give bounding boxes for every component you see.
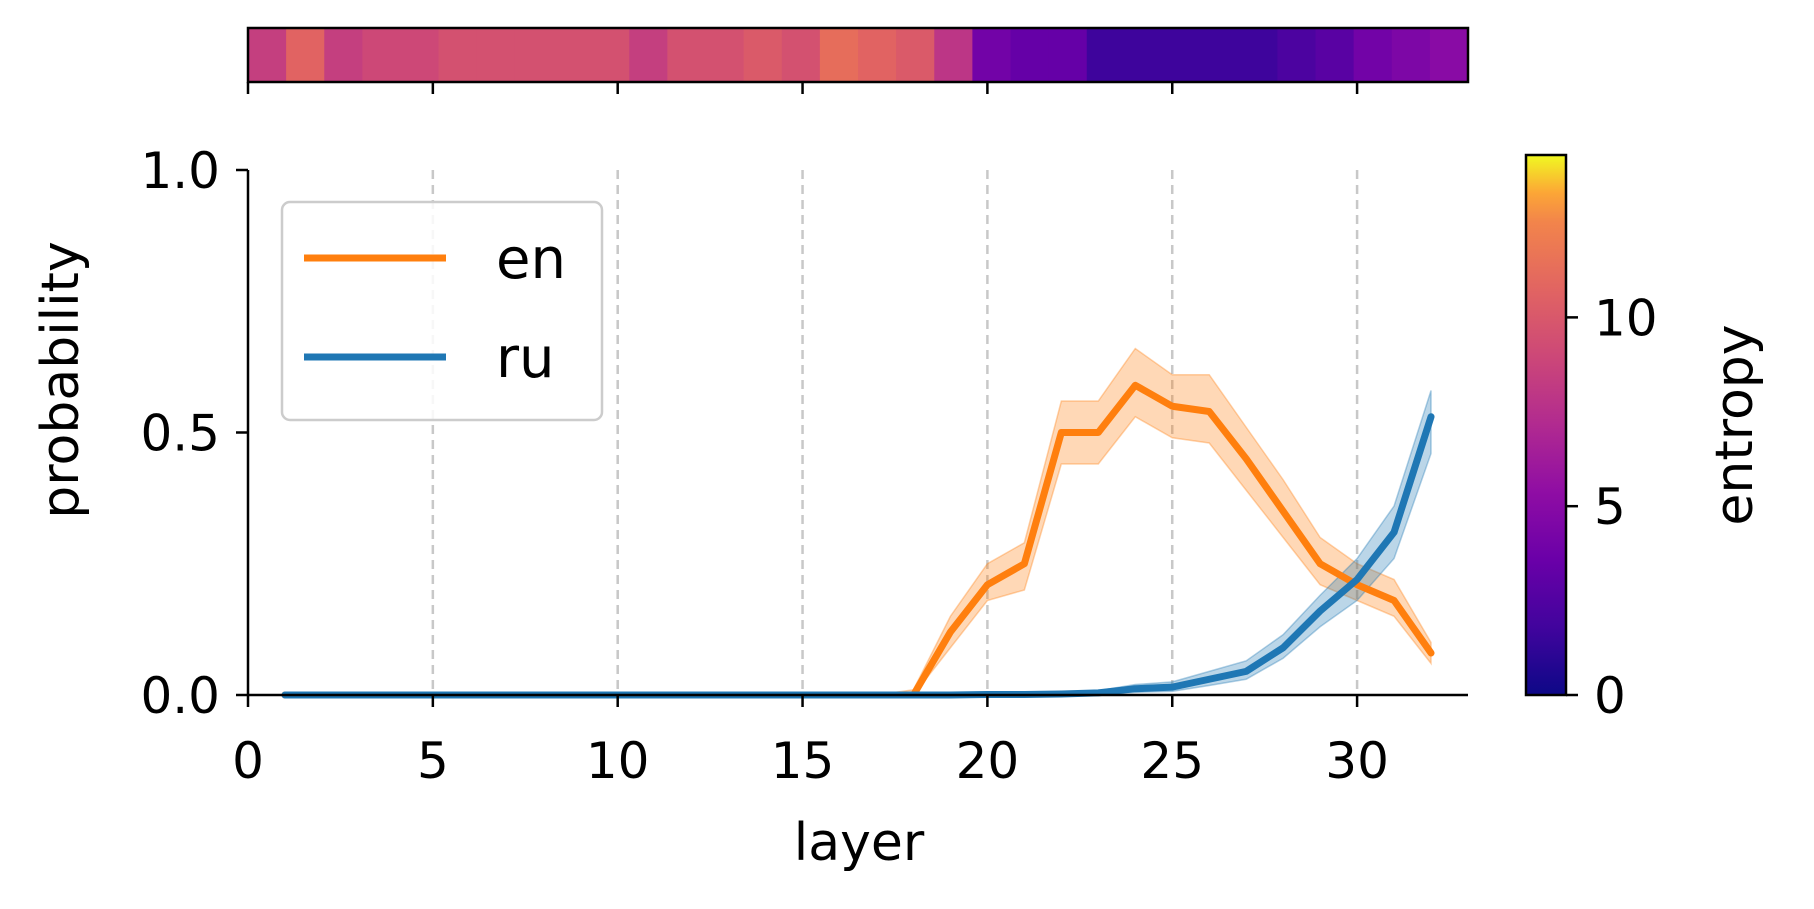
entropy-cell-layer-29 [1315, 28, 1355, 82]
entropy-cell-layer-14 [743, 28, 783, 82]
x-tick-label: 20 [956, 732, 1020, 790]
entropy-cell-layer-12 [667, 28, 707, 82]
entropy-cell-layer-27 [1239, 28, 1278, 82]
x-tick-label: 25 [1140, 732, 1204, 790]
x-tick-label: 10 [586, 732, 650, 790]
colorbar-label: entropy [1705, 324, 1765, 525]
entropy-cell-layer-19 [934, 28, 973, 82]
colorbar-gradient [1524, 153, 1568, 697]
band-ru [284, 390, 1432, 696]
x-tick-label: 30 [1325, 732, 1389, 790]
entropy-cell-layer-16 [819, 28, 859, 82]
entropy-cell-layer-2 [286, 28, 325, 82]
entropy-cell-layer-21 [1010, 28, 1050, 82]
entropy-cell-layer-18 [896, 28, 935, 82]
x-tick-label: 5 [417, 732, 449, 790]
entropy-cell-layer-5 [400, 28, 440, 82]
entropy-cell-layer-7 [476, 28, 516, 82]
entropy-cell-layer-20 [972, 28, 1012, 82]
entropy-cell-layer-11 [629, 28, 668, 82]
line-en [281, 381, 1435, 699]
entropy-cell-layer-24 [1124, 28, 1164, 82]
entropy-cell-layer-6 [438, 28, 478, 82]
y-tick-label: 1.0 [140, 142, 220, 200]
entropy-cell-layer-3 [324, 28, 363, 82]
entropy-cell-layer-10 [591, 28, 630, 82]
colorbar-tick-label: 0 [1594, 667, 1626, 725]
colorbar-ticks: 0 5 10 [1566, 289, 1658, 725]
legend: en ru [280, 200, 604, 422]
y-axis-label: probability [31, 241, 91, 518]
entropy-cell-layer-23 [1086, 28, 1126, 82]
colorbar-tick-label: 5 [1594, 478, 1626, 536]
x-axis-label: layer [794, 813, 925, 873]
axes: 0 5 10 15 20 25 30 0.0 0.5 1.0 [140, 142, 1468, 790]
entropy-cell-layer-26 [1201, 28, 1240, 82]
y-tick-label: 0.0 [140, 667, 220, 725]
legend-label-ru: ru [496, 326, 555, 391]
entropy-cell-layer-1 [248, 28, 287, 82]
series-lines [281, 381, 1435, 699]
colorbar-tick-label: 10 [1594, 289, 1658, 347]
entropy-cell-layer-15 [781, 28, 821, 82]
entropy-cell-layer-31 [1391, 28, 1431, 82]
entropy-cell-layer-13 [705, 28, 745, 82]
entropy-cell-layer-9 [553, 28, 592, 82]
colorbar: 0 5 10 entropy [1524, 153, 1765, 725]
grid-lines [431, 170, 1359, 695]
entropy-cell-layer-8 [514, 28, 554, 82]
entropy-cell-layer-17 [858, 28, 897, 82]
y-tick-label: 0.5 [140, 405, 220, 463]
entropy-cell-layer-4 [362, 28, 402, 82]
entropy-cell-layer-22 [1048, 28, 1088, 82]
x-tick-label: 15 [771, 732, 835, 790]
entropy-cell-layer-32 [1429, 28, 1469, 82]
legend-label-en: en [496, 227, 566, 292]
entropy-cell-layer-28 [1277, 28, 1317, 82]
x-tick-label: 0 [232, 732, 264, 790]
entropy-strip-frame [246, 26, 1470, 84]
entropy-strip [246, 26, 1470, 94]
entropy-cell-layer-25 [1163, 28, 1202, 82]
entropy-cell-layer-30 [1353, 28, 1393, 82]
